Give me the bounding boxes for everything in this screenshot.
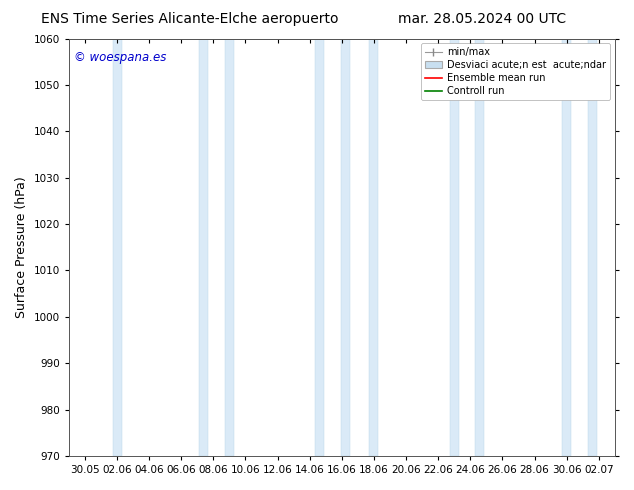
Text: mar. 28.05.2024 00 UTC: mar. 28.05.2024 00 UTC <box>398 12 566 26</box>
Bar <box>315 39 324 456</box>
Bar <box>340 39 349 456</box>
Bar <box>199 39 208 456</box>
Bar <box>588 39 597 456</box>
Text: © woespana.es: © woespana.es <box>74 51 167 64</box>
Bar <box>225 39 234 456</box>
Bar <box>562 39 571 456</box>
Y-axis label: Surface Pressure (hPa): Surface Pressure (hPa) <box>15 176 28 318</box>
Bar <box>476 39 484 456</box>
Legend: min/max, Desviaci acute;n est  acute;ndar, Ensemble mean run, Controll run: min/max, Desviaci acute;n est acute;ndar… <box>421 44 610 100</box>
Text: ENS Time Series Alicante-Elche aeropuerto: ENS Time Series Alicante-Elche aeropuert… <box>41 12 339 26</box>
Bar <box>370 39 378 456</box>
Bar <box>450 39 459 456</box>
Bar <box>112 39 122 456</box>
